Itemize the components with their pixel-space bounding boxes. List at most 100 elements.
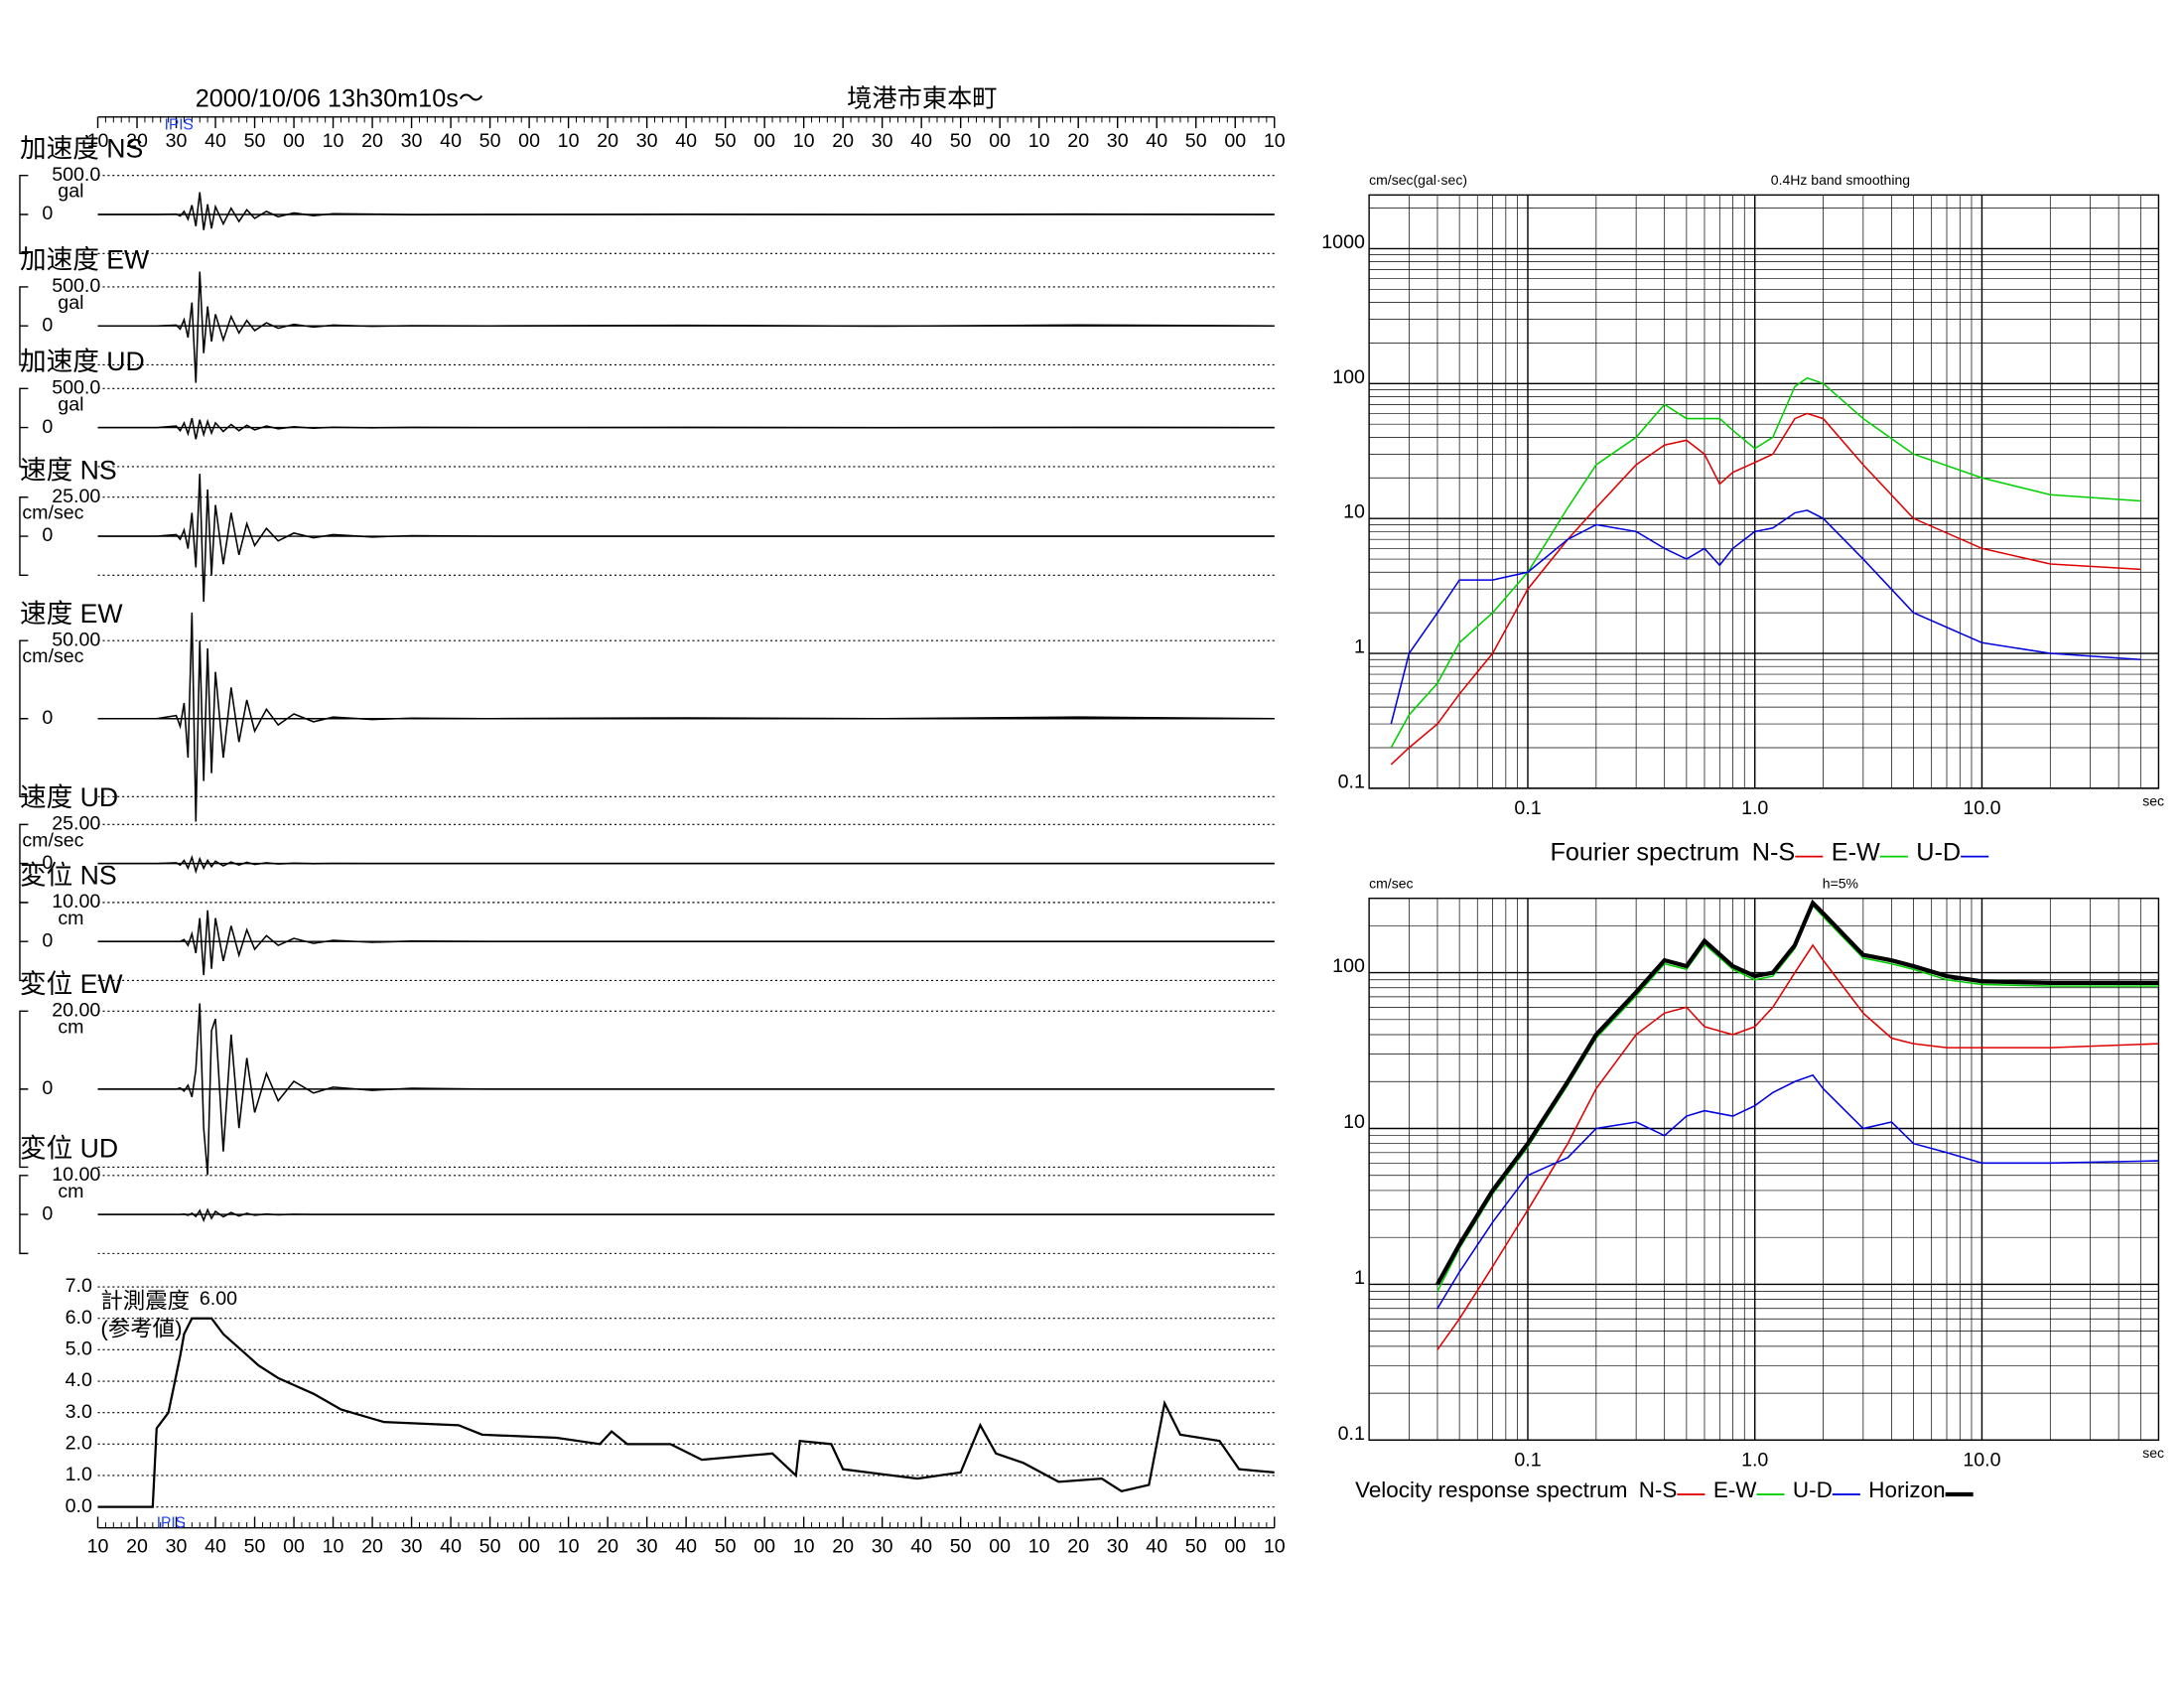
y-tick-label: 500.0 (52, 164, 100, 186)
legend-label: U-D (1793, 1477, 1833, 1502)
unit-label: cm (58, 1016, 83, 1038)
y-tick-label: 7.0 (66, 1275, 92, 1297)
waveform (97, 271, 1275, 383)
y-tick-label: 20.00 (52, 1000, 100, 1022)
x-tick-label: 30 (1107, 1536, 1129, 1558)
x-tick-label: 30 (401, 1536, 423, 1558)
y-tick-label: 1000 (1321, 231, 1365, 253)
y-tick-label: 10.00 (52, 1164, 100, 1186)
intensity-line (97, 1317, 1275, 1508)
y-tick-label: 10.00 (52, 891, 100, 913)
legend-label: N-S (1752, 838, 1795, 866)
spectrum-line (1390, 509, 2141, 725)
chart-subtitle: (参考値) (100, 1316, 182, 1340)
panel-title: 変位 NS (20, 861, 117, 891)
y-tick-label: 500.0 (52, 275, 100, 297)
x-axis-label: sec (2142, 1445, 2164, 1461)
x-tick-label: 40 (205, 130, 226, 152)
y-tick-label: 5.0 (66, 1338, 92, 1360)
unit-label: cm/sec (22, 645, 83, 667)
x-tick-label: 50 (950, 130, 972, 152)
x-tick-label: 30 (636, 1536, 658, 1558)
x-tick-label: 10 (793, 130, 815, 152)
waveform (97, 910, 1275, 976)
x-tick-label: 40 (1146, 130, 1167, 152)
y-tick-label: 0 (42, 416, 53, 438)
unit-label: gal (58, 181, 83, 203)
unit-label: cm/sec (22, 829, 83, 851)
y-tick-label: 4.0 (66, 1369, 92, 1391)
unit-label: gal (58, 292, 83, 314)
x-tick-label: 10 (1028, 130, 1050, 152)
x-tick-label: 40 (440, 1536, 462, 1558)
x-tick-label: 00 (1224, 1536, 1246, 1558)
y-tick-label: 10 (1343, 501, 1365, 523)
unit-label: gal (58, 393, 83, 415)
waveform (97, 417, 1275, 440)
y-tick-label: 0 (42, 1202, 53, 1224)
spectrum-line (1390, 376, 2141, 749)
x-tick-label: 00 (989, 1536, 1011, 1558)
y-tick-label: 0 (42, 929, 53, 951)
y-tick-label: 6.0 (66, 1307, 92, 1329)
x-tick-label: 10.0 (1963, 797, 2000, 819)
panel-bracket (19, 387, 29, 468)
x-tick-label: 50 (715, 130, 737, 152)
x-tick-label: 10.0 (1963, 1450, 2000, 1472)
x-tick-label: 50 (244, 1536, 266, 1558)
legend-caption: Fourier spectrum (1550, 838, 1739, 866)
x-tick-label: 30 (872, 1536, 893, 1558)
panel-bracket (19, 286, 29, 366)
y-tick-label: 100 (1332, 366, 1365, 388)
panel-title: 変位 EW (20, 969, 123, 999)
y-tick-label: 10 (1343, 1111, 1365, 1133)
y-tick-label: 100 (1332, 955, 1365, 977)
y-tick-label: 0 (42, 203, 53, 224)
legend-label: E-W (1713, 1477, 1757, 1502)
x-tick-label: 20 (597, 130, 618, 152)
y-tick-label: 25.00 (52, 486, 100, 507)
panel-bracket (19, 175, 29, 254)
x-tick-label: 10 (558, 1536, 580, 1558)
x-tick-label: 40 (1146, 1536, 1167, 1558)
x-tick-label: 1.0 (1741, 1450, 1768, 1472)
spectrum-line (1390, 412, 2141, 766)
panel-title: 速度 UD (20, 782, 118, 812)
y-tick-label: 0.0 (66, 1495, 92, 1517)
date: 2000/10/06 13h30m10s〜 (196, 85, 483, 113)
panel-bracket (19, 1010, 29, 1169)
x-tick-label: 30 (1107, 130, 1129, 152)
y-tick-label: 500.0 (52, 377, 100, 399)
x-tick-label: 20 (597, 1536, 618, 1558)
x-tick-label: 20 (126, 1536, 148, 1558)
x-tick-label: 00 (989, 130, 1011, 152)
legend-label: E-W (1832, 838, 1880, 866)
y-tick-label: 0 (42, 524, 53, 546)
x-tick-label: 50 (244, 130, 266, 152)
x-tick-label: 40 (910, 1536, 932, 1558)
legend-label: N-S (1639, 1477, 1678, 1502)
x-tick-label: 30 (401, 130, 423, 152)
waveform (97, 612, 1275, 822)
x-tick-label: 10 (558, 130, 580, 152)
x-tick-label: 10 (1264, 130, 1286, 152)
panel-title: 加速度 UD (20, 347, 145, 376)
y-axis-label: cm/sec(gal·sec) (1369, 172, 1467, 188)
x-tick-label: 00 (753, 130, 775, 152)
panel-bracket (19, 639, 29, 798)
chart-title: 0.4Hz band smoothing (1771, 172, 1910, 188)
ipis-marker: IPIS (157, 1515, 186, 1532)
panel-title: 変位 UD (20, 1134, 118, 1164)
waveform (97, 854, 1275, 875)
x-tick-label: 10 (1264, 1536, 1286, 1558)
x-tick-label: 30 (166, 1536, 188, 1558)
x-tick-label: 40 (205, 1536, 226, 1558)
x-tick-label: 10 (1028, 1536, 1050, 1558)
y-tick-label: 1 (1354, 636, 1365, 658)
chart-title: h=5% (1823, 875, 1858, 891)
x-tick-label: 50 (479, 130, 501, 152)
y-tick-label: 1.0 (66, 1464, 92, 1485)
x-tick-label: 20 (361, 1536, 383, 1558)
chart-title: 計測震度 (100, 1288, 190, 1313)
